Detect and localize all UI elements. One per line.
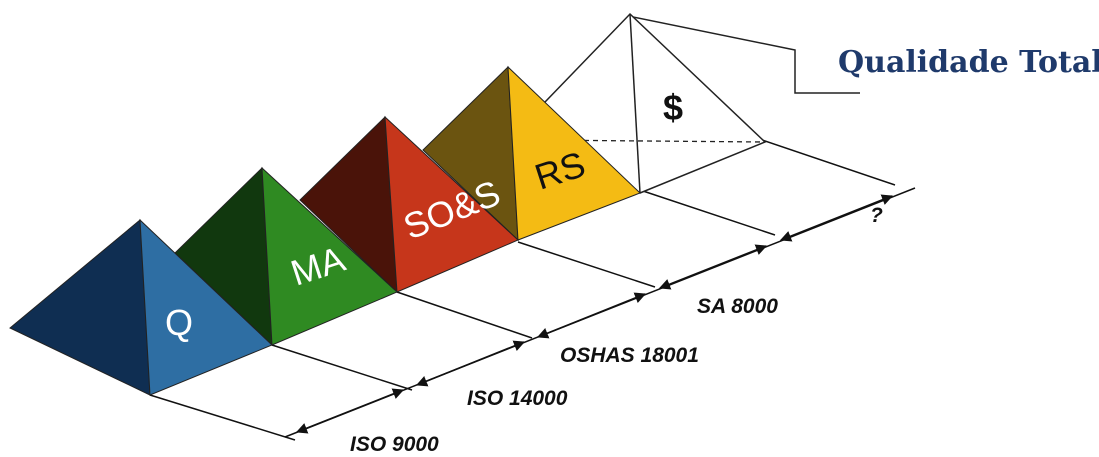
- pyramid-ma-front-face: [261, 166, 398, 346]
- pyramid-sos-front-face: [384, 115, 519, 293]
- arrow-iso9000: [295, 388, 405, 434]
- standard-label-iso14000: ISO 14000: [467, 387, 568, 410]
- pyramid-rs-front-face: [507, 65, 641, 241]
- pyramid-q: Q: [9, 218, 273, 396]
- arrow-sa8000: [658, 244, 768, 290]
- pyramid-q-front-face: [139, 218, 273, 396]
- pyramid-rs: RS: [422, 65, 641, 242]
- pyramid-sos: SO&S: [299, 115, 519, 294]
- standard-label-iso9000: ISO 9000: [350, 433, 439, 456]
- dimension-arrows: [295, 194, 894, 434]
- pyramid-q-label: Q: [165, 302, 193, 343]
- standard-label-unknown: ?: [870, 204, 883, 227]
- arrow-unknown: [779, 194, 894, 242]
- title-connector: [632, 16, 860, 94]
- arrow-iso14000: [415, 340, 526, 387]
- standard-label-sa8000: SA 8000: [697, 295, 778, 318]
- pyramid-money-label: $: [663, 87, 683, 128]
- pyramid-q-left-face: [9, 218, 151, 396]
- standard-label-oshas18001: OSHAS 18001: [560, 344, 699, 367]
- title-label: Qualidade Total: [838, 45, 1099, 80]
- pyramid-ma: MA: [174, 166, 398, 347]
- arrow-oshas18001: [536, 292, 647, 339]
